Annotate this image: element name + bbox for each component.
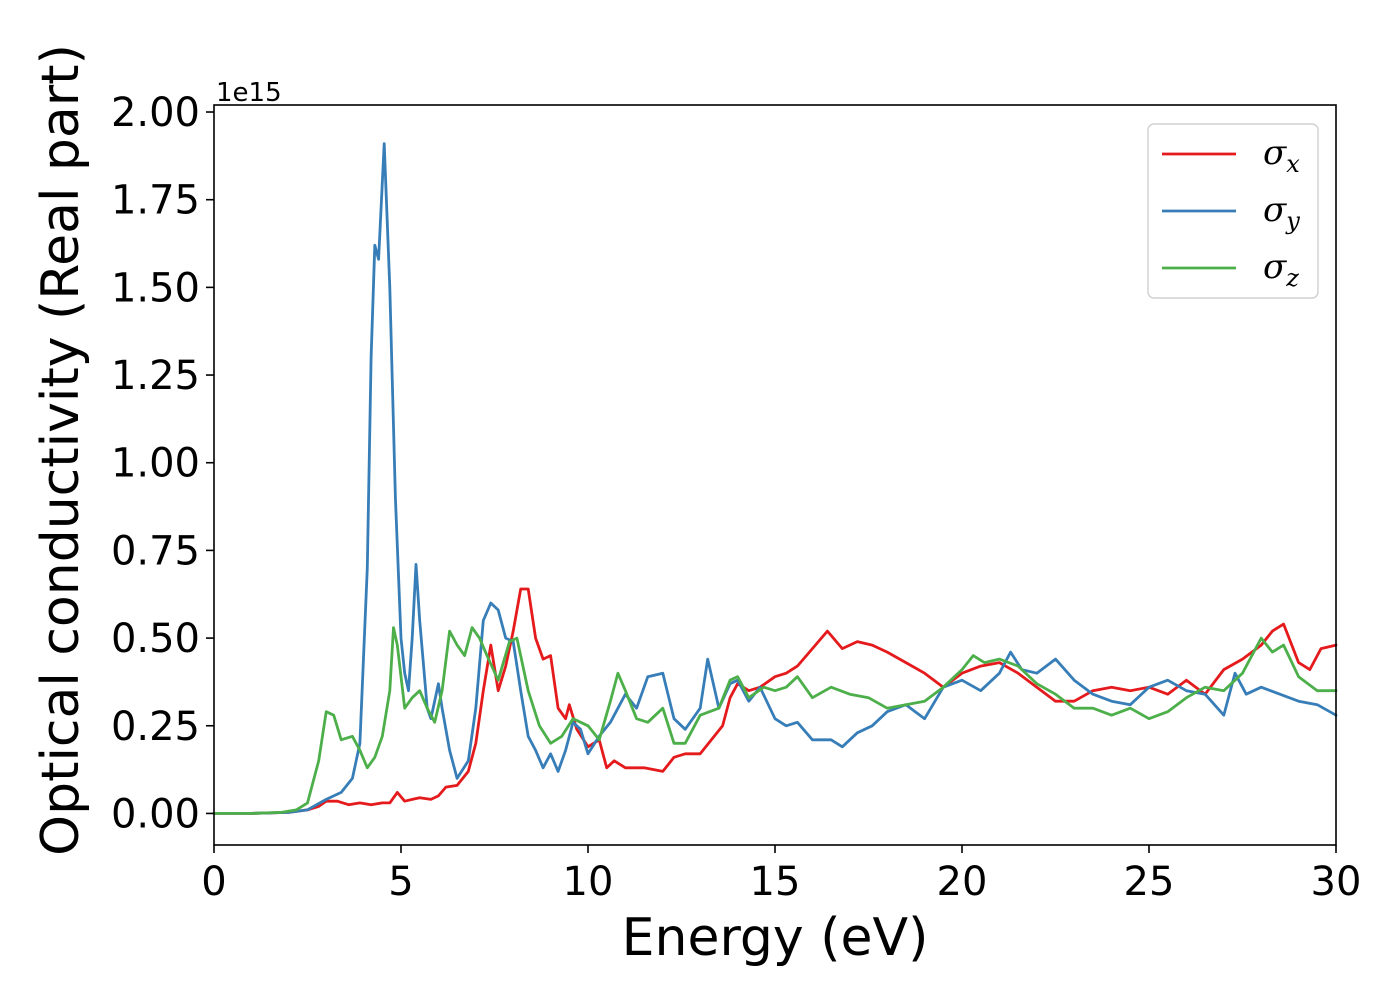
legend-subscript: y [1285, 207, 1300, 235]
x-tick-label: 15 [750, 859, 801, 905]
x-axis: 0 5 10 15 20 25 30 [201, 845, 1361, 905]
x-tick-label: 20 [937, 859, 988, 905]
y-axis-label: Optical conductivity (Real part) [31, 44, 91, 856]
legend-subscript: z [1285, 264, 1299, 292]
y-tick-label: 1.25 [111, 353, 200, 399]
x-axis-label: Energy (eV) [622, 908, 929, 968]
x-tick-label: 30 [1311, 859, 1362, 905]
series-lines [212, 142, 1338, 815]
x-tick-label: 25 [1124, 859, 1175, 905]
x-tick-label: 5 [388, 859, 413, 905]
y-tick-label: 1.50 [111, 265, 200, 311]
y-tick-label: 0.50 [111, 616, 200, 662]
y-tick-label: 0.25 [111, 704, 200, 750]
x-tick-label: 0 [201, 859, 226, 905]
legend-subscript: x [1286, 150, 1300, 178]
y-tick-label: 1.75 [111, 178, 200, 224]
series-line-x [212, 587, 1338, 815]
y-tick-label: 0.75 [111, 528, 200, 574]
series-line-z [212, 626, 1338, 815]
y-tick-label: 2.00 [111, 90, 200, 136]
y-tick-label: 1.00 [111, 441, 200, 487]
x-tick-label: 10 [563, 859, 614, 905]
y-offset-label: 1e15 [216, 78, 282, 108]
y-tick-label: 0.00 [111, 791, 200, 837]
y-axis: 0.00 0.25 0.50 0.75 1.00 1.25 1.50 1.75 2.00 [111, 90, 214, 837]
